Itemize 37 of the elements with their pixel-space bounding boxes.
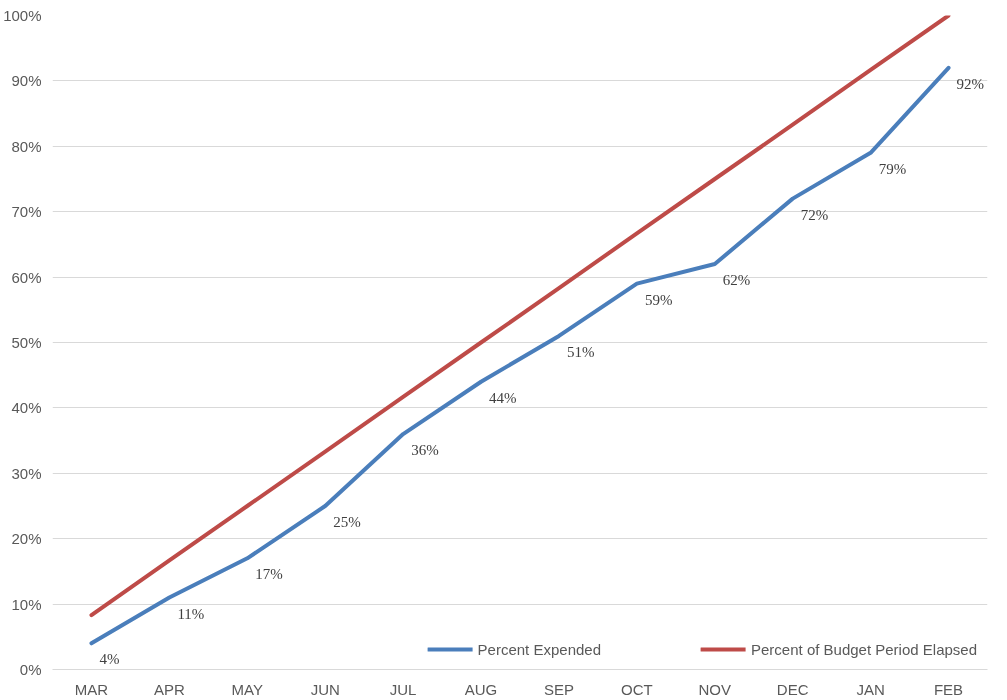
data-label: 44% [489,389,517,406]
x-tick-label: SEP [543,680,574,698]
data-label: 72% [800,206,829,223]
x-tick-label: APR [153,680,185,698]
legend-label: Percent of Budget Period Elapsed [751,640,977,658]
y-tick-label: 60% [11,268,42,286]
x-tick-label: MAY [231,680,263,698]
y-tick-label: 90% [11,72,42,90]
y-tick-label: 100% [3,7,42,24]
data-label: 4% [99,651,120,668]
y-tick-label: 20% [11,530,42,548]
data-label: 17% [255,566,283,583]
data-label: 36% [411,442,439,459]
legend-label: Percent Expended [477,640,602,658]
x-tick-label: OCT [621,680,653,698]
y-tick-label: 0% [19,661,42,678]
y-tick-label: 40% [11,399,42,417]
y-tick-label: 50% [11,334,42,351]
data-label: 59% [644,291,673,308]
x-tick-label: AUG [464,680,498,698]
data-label: 51% [566,343,595,360]
data-label: 62% [722,272,751,289]
y-tick-label: 10% [11,595,42,613]
x-tick-label: NOV [698,680,732,698]
data-label: 11% [177,605,205,622]
x-tick-label: DEC [776,680,809,698]
data-label: 79% [878,160,907,177]
x-tick-label: MAR [74,680,109,698]
y-tick-label: 80% [11,137,42,155]
x-tick-label: JUN [310,680,340,698]
x-tick-label: JAN [856,680,885,698]
y-tick-label: 30% [11,464,42,482]
x-tick-label: FEB [933,680,964,698]
y-tick-label: 70% [11,203,42,221]
x-tick-label: JUL [389,680,417,698]
data-label: 92% [956,75,985,92]
data-label: 25% [333,514,361,530]
